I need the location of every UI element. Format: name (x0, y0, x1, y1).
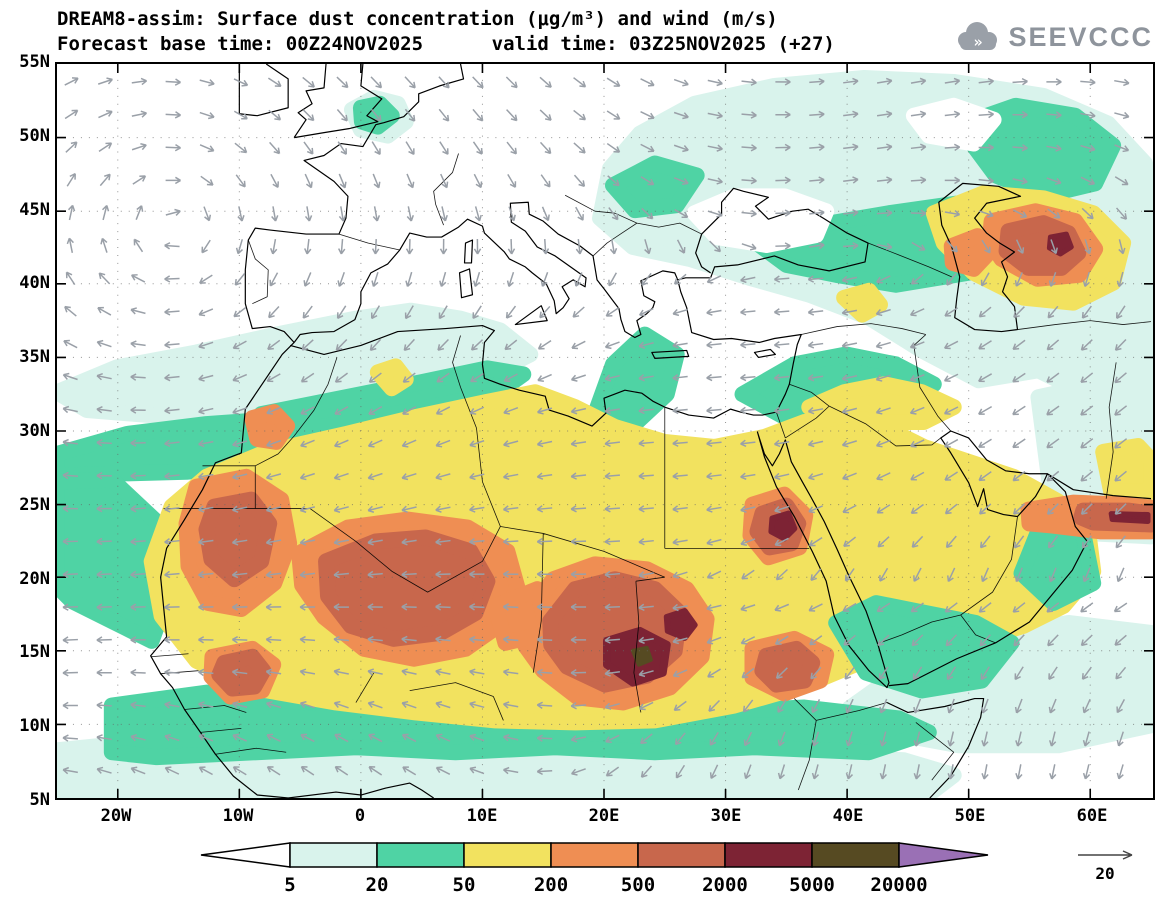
lon-label: 30E (710, 806, 742, 826)
dust-caucasus-orange-2 (943, 228, 998, 277)
lat-label: 20N (19, 569, 50, 589)
map-canvas (49, 63, 1159, 806)
dust-egypt-maroon (768, 510, 798, 542)
wind-reference: 20 (1078, 850, 1133, 883)
coastline-layer (150, 63, 1152, 799)
coast-africa-west (150, 342, 434, 799)
chart-subtitle: Forecast base time: 00Z24NOV2025 valid t… (57, 33, 835, 55)
colorbar-seg-5000-20000 (811, 842, 900, 868)
coast-africa-north (289, 324, 777, 427)
colorbar-label: 20000 (870, 874, 927, 896)
dust-hormuz-maroon (1108, 511, 1151, 524)
colorbar-seg-200-500 (550, 842, 639, 868)
colorbar-seg-500-2000 (637, 842, 726, 868)
island-crete (651, 349, 690, 359)
cloud-icon: » (958, 22, 998, 51)
dust-morocco-coast-orange (244, 404, 296, 450)
colorbar-label: 5 (284, 874, 295, 896)
chart-title: DREAM8-assim: Surface dust concentration… (57, 8, 778, 30)
colorbar-under-arrow (200, 842, 291, 868)
dust-turkey-yellow-spot (836, 282, 888, 323)
dust-ionian-teal (587, 326, 685, 431)
colorbar-label: 500 (621, 874, 655, 896)
coast-south-europe (293, 201, 679, 343)
lon-label: 0 (354, 806, 366, 826)
colorbar-label: 20 (366, 874, 389, 896)
country-border-layer (150, 153, 1152, 791)
colorbar-seg-2000-5000 (724, 842, 813, 868)
colorbar-label: 50 (453, 874, 476, 896)
lat-label: 50N (19, 126, 50, 146)
dust-sudan-brick (754, 640, 821, 693)
dust-syria-yellow (801, 376, 962, 431)
colorbar-label: 5000 (789, 874, 835, 896)
dust-mauritania-brick (198, 491, 278, 588)
lat-label: 5N (29, 790, 50, 810)
clear-ne-hole (905, 97, 1002, 152)
lat-label: 40N (19, 273, 50, 293)
lon-label: 10W (222, 806, 254, 826)
colorbar-label: 200 (534, 874, 568, 896)
wind-arrow-layer (62, 76, 1130, 780)
lon-label: 20E (588, 806, 620, 826)
colorbar-seg-50-200 (463, 842, 552, 868)
lon-label: 50E (954, 806, 986, 826)
lon-label: 60E (1076, 806, 1108, 826)
lat-label: 45N (19, 200, 50, 220)
lat-label: 25N (19, 495, 50, 515)
dust-atlas-teal (253, 360, 532, 440)
island-cyprus (753, 348, 776, 358)
lon-label: 10E (466, 806, 498, 826)
coast-britain (293, 63, 383, 139)
island-corsica (463, 239, 474, 264)
dust-westcoast-teal (49, 471, 180, 649)
lon-label: 40E (832, 806, 864, 826)
dust-balkans-teal (605, 155, 705, 219)
coast-ireland (238, 63, 289, 117)
coast-caspian (938, 182, 1022, 333)
clear-black-sea (686, 188, 835, 253)
colorbar-over-arrow (898, 842, 989, 868)
colorbar-seg-20-50 (376, 842, 465, 868)
lon-label: 20W (100, 806, 132, 826)
coast-levant-turkey-blacksea (677, 187, 869, 413)
coast-atlantic-europe (244, 63, 465, 343)
logo-text: SEEVCCC (1008, 21, 1153, 52)
lat-label: 15N (19, 642, 50, 662)
dust-chad-maroon-2 (663, 608, 698, 641)
graticule (57, 64, 1153, 798)
lat-label: 35N (19, 347, 50, 367)
colorbar-label: 2000 (702, 874, 748, 896)
lat-label: 55N (19, 52, 50, 72)
dust-bodele-dark-core (630, 645, 653, 667)
lat-label: 10N (19, 716, 50, 736)
wind-reference-label: 20 (1095, 864, 1114, 883)
coast-horn-of-africa (886, 697, 985, 799)
island-sardinia (458, 268, 474, 299)
coast-arabian-sea (888, 473, 1152, 687)
logo-chevrons: » (974, 33, 983, 51)
map-frame (49, 62, 1159, 806)
lat-label: 30N (19, 421, 50, 441)
logo: » SEEVCCC (953, 20, 1153, 54)
tick-marks (57, 64, 1153, 798)
colorbar-seg-5-20 (289, 842, 378, 868)
country-borders (150, 153, 1152, 791)
dust-morocco-yellow-spot (369, 358, 414, 397)
colorbar: 5 20 50 200 500 2000 5000 20000 (200, 842, 989, 896)
wind-reference-ar row-icon (1078, 850, 1133, 860)
dust-ne-corner-teal (950, 97, 1122, 204)
dust-mali-brick (318, 529, 496, 647)
